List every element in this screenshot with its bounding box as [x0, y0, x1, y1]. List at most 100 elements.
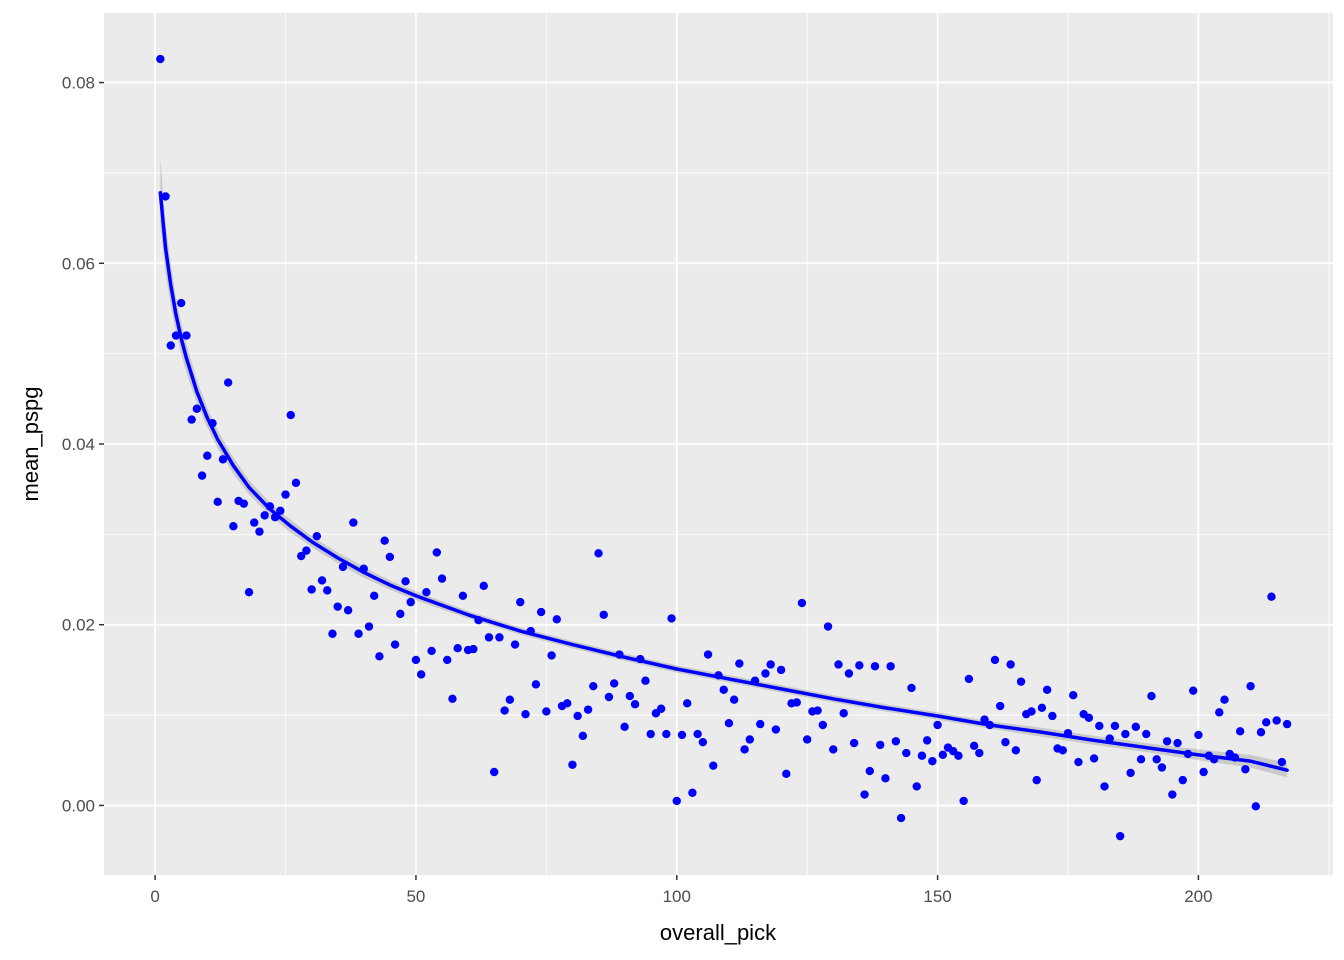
- data-point: [1001, 737, 1010, 747]
- y-axis-title: mean_pspg: [18, 387, 43, 502]
- data-point: [672, 796, 681, 806]
- data-point: [1131, 722, 1141, 732]
- data-point: [745, 735, 754, 744]
- data-point: [1147, 691, 1156, 701]
- data-point: [1121, 729, 1130, 739]
- data-point: [729, 695, 739, 704]
- data-point: [849, 738, 859, 748]
- data-point: [766, 660, 775, 669]
- data-point: [776, 665, 786, 675]
- data-point: [990, 655, 1000, 665]
- data-point: [489, 767, 499, 777]
- data-point: [1100, 782, 1109, 791]
- data-point: [818, 720, 828, 730]
- smooth-line: [158, 191, 1289, 772]
- smooth-fit-line: [158, 191, 1289, 772]
- data-point: [922, 736, 932, 745]
- data-point: [761, 669, 770, 678]
- data-point: [203, 451, 212, 460]
- data-point: [1256, 728, 1266, 737]
- data-point: [390, 640, 400, 649]
- data-point: [802, 735, 812, 744]
- data-point: [1168, 790, 1177, 799]
- x-tick-label: 0: [150, 887, 159, 906]
- data-point: [1189, 686, 1198, 695]
- data-point: [969, 741, 979, 750]
- data-point: [1095, 721, 1104, 731]
- data-point: [1272, 716, 1281, 725]
- y-tick-label: 0.08: [62, 74, 95, 93]
- data-point: [343, 606, 353, 615]
- data-point: [1048, 711, 1057, 721]
- data-point: [213, 497, 222, 507]
- data-point: [218, 455, 228, 464]
- data-point: [563, 699, 572, 708]
- x-axis: 0 50 100 150 200: [150, 875, 1213, 906]
- data-point: [756, 719, 765, 729]
- data-point: [860, 790, 869, 799]
- data-point: [197, 471, 207, 480]
- data-point: [573, 711, 582, 721]
- data-point: [662, 729, 671, 739]
- data-point: [954, 751, 963, 760]
- data-point: [995, 701, 1005, 711]
- y-tick-label: 0.06: [62, 254, 95, 273]
- x-tick-label: 100: [663, 887, 691, 906]
- data-point: [291, 478, 301, 488]
- data-point: [1069, 690, 1078, 700]
- x-tick-label: 200: [1184, 887, 1212, 906]
- data-points: [156, 54, 1292, 841]
- data-point: [740, 745, 749, 754]
- data-point: [646, 729, 655, 739]
- data-point: [192, 404, 202, 413]
- data-point: [797, 598, 807, 608]
- data-point: [1037, 703, 1047, 713]
- data-point: [260, 511, 269, 520]
- data-point: [338, 562, 348, 572]
- data-point: [505, 695, 515, 704]
- data-point: [656, 704, 666, 713]
- data-point: [719, 685, 728, 694]
- data-point: [667, 614, 676, 623]
- data-point: [1282, 719, 1292, 729]
- data-point: [1084, 713, 1094, 722]
- data-point: [1194, 730, 1203, 740]
- data-point: [281, 490, 290, 499]
- data-point: [938, 750, 948, 760]
- y-tick-label: 0.02: [62, 616, 95, 635]
- data-point: [1006, 660, 1015, 669]
- data-point: [1074, 757, 1083, 767]
- data-point: [839, 709, 848, 718]
- y-axis: 0.00 0.02 0.04 0.06 0.08: [62, 74, 104, 815]
- data-point: [1157, 763, 1167, 772]
- data-point: [594, 549, 603, 558]
- data-point: [333, 602, 342, 611]
- data-point: [578, 731, 588, 741]
- data-point: [928, 756, 937, 766]
- x-axis-title: overall_pick: [660, 920, 777, 945]
- data-point: [469, 644, 478, 654]
- data-point: [1042, 685, 1052, 694]
- data-point: [782, 769, 791, 778]
- data-point: [1115, 831, 1125, 841]
- data-point: [855, 661, 864, 670]
- data-point: [401, 577, 410, 586]
- data-point: [296, 551, 306, 561]
- data-point: [693, 729, 702, 739]
- data-point: [380, 536, 389, 545]
- data-point: [959, 796, 968, 806]
- data-point: [933, 720, 942, 730]
- data-point: [302, 546, 311, 555]
- data-point: [1152, 755, 1161, 764]
- data-point: [182, 331, 191, 340]
- data-point: [792, 698, 801, 707]
- data-point: [542, 707, 551, 716]
- data-point: [547, 651, 556, 660]
- data-point: [964, 674, 974, 684]
- data-point: [891, 737, 901, 746]
- data-point: [531, 680, 541, 689]
- x-tick-label: 50: [406, 887, 425, 906]
- data-point: [255, 527, 264, 536]
- data-point: [1267, 592, 1276, 601]
